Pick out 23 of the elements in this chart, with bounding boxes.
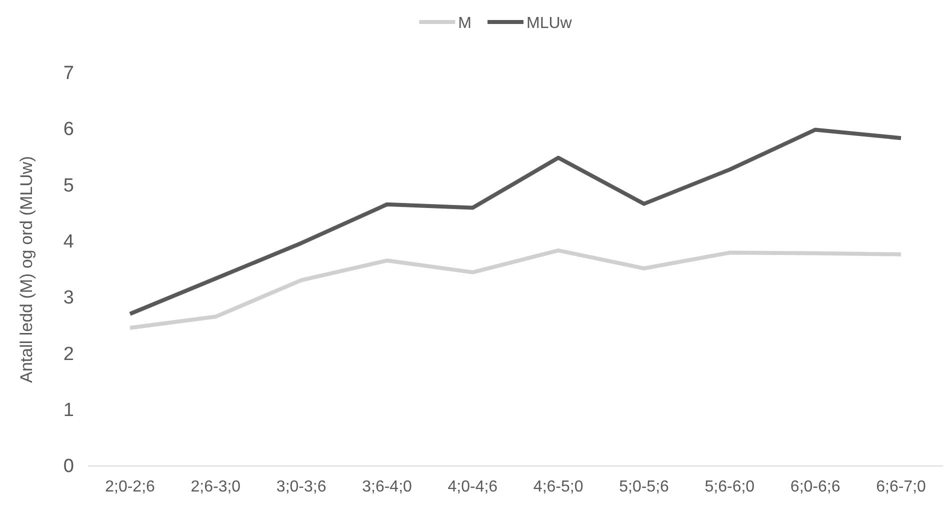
- x-tick-label: 4;0-4;6: [448, 478, 498, 496]
- legend-label: M: [458, 15, 472, 32]
- y-tick-label: 0: [63, 456, 74, 478]
- x-tick-label: 5;0-5;6: [619, 478, 670, 496]
- y-tick-label: 6: [63, 119, 74, 140]
- x-tick-label: 3;0-3;6: [276, 478, 326, 496]
- x-tick-label: 2;6-3;0: [190, 478, 241, 496]
- x-tick-label: 5;6-6;0: [704, 478, 755, 496]
- x-tick-label: 6;0-6;6: [790, 478, 840, 496]
- y-tick-label: 5: [63, 175, 74, 196]
- y-axis-title: Antall ledd (M) og ord (MLUw): [17, 156, 36, 383]
- y-tick-label: 3: [63, 288, 74, 309]
- y-tick-label: 7: [63, 63, 74, 84]
- x-tick-label: 4;6-5;0: [533, 478, 584, 496]
- line-series: [128, 128, 903, 316]
- y-tick-label: 4: [63, 232, 74, 253]
- x-tick-label: 3;6-4;0: [362, 478, 412, 496]
- line-series: [128, 248, 903, 330]
- x-tick-label: 2;0-2;6: [105, 478, 156, 496]
- x-tick-label: 6;6-7;0: [876, 478, 926, 496]
- legend-label: MLUw: [526, 15, 572, 32]
- y-tick-label: 1: [63, 400, 74, 421]
- y-tick-label: 2: [63, 344, 74, 365]
